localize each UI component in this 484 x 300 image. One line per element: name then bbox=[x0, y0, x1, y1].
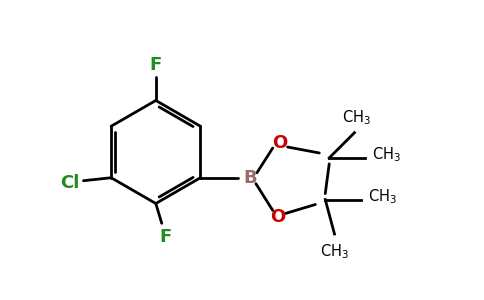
Text: F: F bbox=[150, 56, 162, 74]
Text: O: O bbox=[272, 134, 287, 152]
Text: CH$_3$: CH$_3$ bbox=[320, 242, 349, 261]
Text: F: F bbox=[160, 228, 172, 246]
Text: Cl: Cl bbox=[60, 174, 79, 192]
Text: O: O bbox=[270, 208, 286, 226]
Text: CH$_3$: CH$_3$ bbox=[368, 187, 397, 206]
Text: CH$_3$: CH$_3$ bbox=[342, 108, 371, 127]
Text: CH$_3$: CH$_3$ bbox=[372, 146, 401, 164]
Text: B: B bbox=[243, 169, 257, 187]
